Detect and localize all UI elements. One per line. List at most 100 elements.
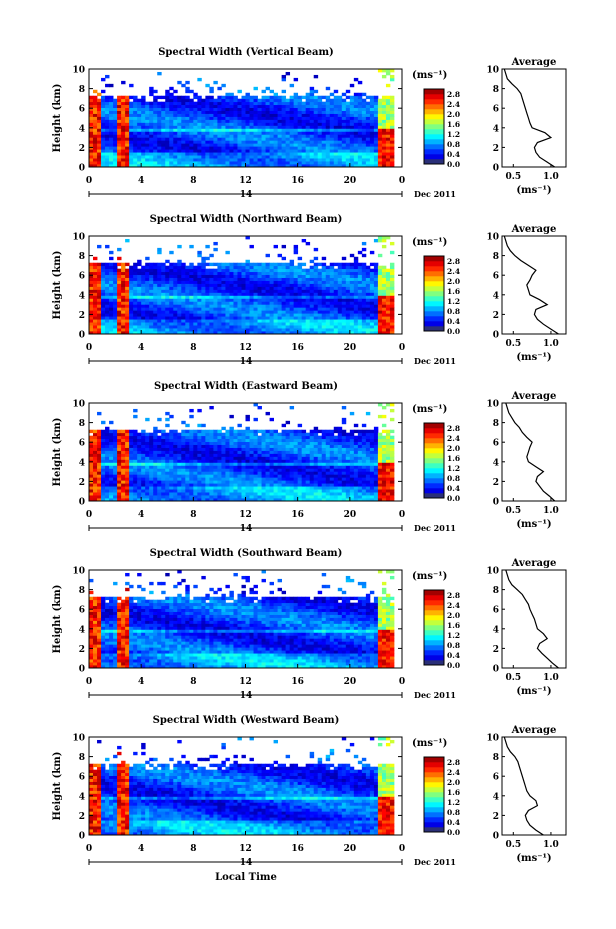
heatmap-cell bbox=[313, 146, 319, 150]
heatmap-cell bbox=[169, 322, 174, 326]
heatmap-cell bbox=[165, 277, 170, 281]
x-tick-label: 16 bbox=[291, 343, 304, 353]
heatmap-cell bbox=[121, 113, 126, 117]
heatmap-cell bbox=[113, 268, 118, 273]
heatmap-cell bbox=[253, 98, 258, 103]
heatmap-cell bbox=[373, 140, 379, 144]
heatmap-cell bbox=[213, 459, 218, 463]
heatmap-cell bbox=[157, 316, 162, 320]
heatmap-cell bbox=[221, 307, 226, 311]
heatmap-cell bbox=[233, 143, 238, 147]
heatmap-cell bbox=[389, 319, 395, 323]
heatmap-cell bbox=[329, 146, 335, 150]
heatmap-cell bbox=[241, 128, 246, 132]
heatmap-cell bbox=[137, 474, 142, 478]
heatmap-cell bbox=[381, 277, 387, 281]
heatmap-cell bbox=[313, 104, 319, 109]
heatmap-cell bbox=[373, 304, 379, 308]
heatmap-cell bbox=[145, 438, 150, 443]
heatmap-cell bbox=[229, 316, 234, 320]
heatmap-cell bbox=[357, 319, 363, 323]
heatmap-cell bbox=[153, 134, 158, 138]
heatmap-cell bbox=[297, 292, 303, 296]
colorbar-segment bbox=[424, 119, 444, 125]
heatmap-cell bbox=[225, 307, 230, 311]
y-tick-label: 10 bbox=[72, 233, 85, 243]
heatmap-cell bbox=[89, 143, 94, 147]
heatmap-cell bbox=[257, 262, 262, 267]
heatmap-cell bbox=[285, 137, 291, 141]
heatmap-cell bbox=[273, 92, 278, 97]
heatmap-cell bbox=[125, 301, 130, 305]
heatmap-cell bbox=[121, 110, 126, 114]
heatmap-cell bbox=[157, 158, 162, 162]
heatmap-cell bbox=[149, 152, 154, 156]
heatmap-cell bbox=[353, 304, 359, 308]
heatmap-cell bbox=[141, 304, 146, 308]
heatmap-cell bbox=[121, 441, 126, 445]
heatmap-cell bbox=[337, 292, 343, 296]
heatmap-cell bbox=[253, 107, 258, 111]
heatmap-cell bbox=[93, 450, 98, 454]
heatmap-cell bbox=[221, 128, 226, 132]
heatmap-cell bbox=[173, 107, 178, 111]
heatmap-cell bbox=[213, 328, 218, 332]
heatmap-cell bbox=[261, 474, 266, 478]
heatmap-cell bbox=[257, 316, 262, 320]
heatmap-cell bbox=[125, 462, 130, 466]
heatmap-cell bbox=[173, 453, 178, 457]
heatmap-cell bbox=[97, 164, 102, 168]
heatmap-cell bbox=[309, 143, 315, 147]
heatmap-cell bbox=[125, 441, 130, 445]
heatmap-cell bbox=[329, 134, 335, 138]
heatmap-cell bbox=[301, 107, 307, 111]
heatmap-cell bbox=[365, 283, 371, 287]
heatmap-cell bbox=[301, 286, 307, 290]
heatmap-cell bbox=[97, 319, 102, 323]
profile-title: Average bbox=[511, 57, 557, 68]
heatmap-cell bbox=[121, 155, 126, 159]
heatmap-cell bbox=[173, 429, 178, 434]
heatmap-cell bbox=[289, 274, 295, 278]
heatmap-cell bbox=[189, 116, 194, 120]
heatmap-cell bbox=[165, 137, 170, 141]
heatmap-cell bbox=[197, 101, 202, 106]
heatmap-cell bbox=[145, 119, 150, 123]
heatmap-cell bbox=[101, 489, 106, 493]
heatmap-cell bbox=[205, 465, 210, 469]
heatmap-cell bbox=[369, 158, 375, 162]
heatmap-cell bbox=[185, 480, 190, 484]
heatmap-cell bbox=[213, 149, 218, 153]
heatmap-cell bbox=[105, 164, 110, 168]
heatmap-cell bbox=[125, 125, 130, 129]
heatmap-cell bbox=[269, 101, 274, 106]
heatmap-cell bbox=[365, 95, 371, 100]
heatmap-cell bbox=[301, 280, 307, 284]
heatmap-cell bbox=[181, 486, 186, 490]
heatmap-cell bbox=[229, 486, 234, 490]
heatmap-cell bbox=[245, 125, 250, 129]
heatmap-cell bbox=[157, 438, 162, 443]
heatmap-cell bbox=[273, 122, 278, 126]
heatmap-cell bbox=[309, 146, 315, 150]
heatmap-cell bbox=[345, 161, 351, 165]
heatmap-cell bbox=[369, 110, 375, 114]
heatmap-cell bbox=[245, 128, 250, 132]
heatmap-cell bbox=[89, 316, 94, 320]
heatmap-cell bbox=[117, 256, 122, 261]
heatmap-cell bbox=[181, 110, 186, 114]
heatmap-cell bbox=[237, 149, 242, 153]
heatmap-cell bbox=[225, 119, 230, 123]
heatmap-cell bbox=[201, 256, 206, 261]
heatmap-cell bbox=[93, 149, 98, 153]
heatmap-cell bbox=[253, 164, 258, 168]
heatmap-cell bbox=[121, 492, 126, 496]
heatmap-cell bbox=[129, 310, 134, 314]
heatmap-cell bbox=[181, 277, 186, 281]
heatmap-cell bbox=[109, 286, 114, 290]
heatmap-cell bbox=[157, 265, 162, 270]
heatmap-cell bbox=[193, 274, 198, 278]
colorbar-tick-label: 0.0 bbox=[447, 160, 460, 169]
heatmap-cell bbox=[193, 119, 198, 123]
heatmap-cell bbox=[313, 125, 319, 129]
